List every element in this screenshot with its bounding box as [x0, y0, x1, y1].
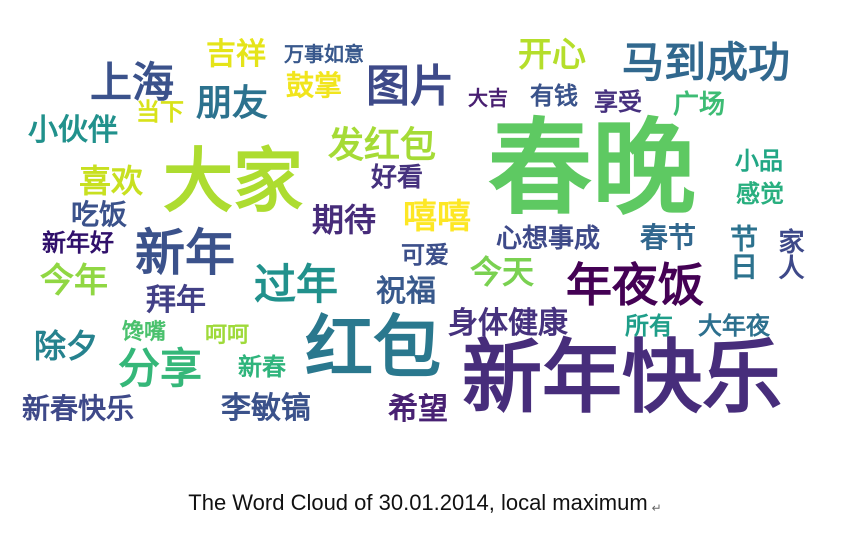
- word-xiangshou: 享受: [594, 88, 642, 116]
- word-guonian: 过年: [254, 260, 339, 309]
- word-haokan: 好看: [371, 163, 424, 193]
- return-mark-icon: ↵: [651, 501, 662, 515]
- word-fenxiang: 分享: [118, 344, 203, 393]
- word-xiaopin: 小品: [735, 147, 783, 175]
- word-xinchun-kuaile: 新春快乐: [22, 392, 135, 425]
- word-xixi: 嘻嘻: [403, 197, 471, 237]
- word-kaixin: 开心: [518, 35, 586, 75]
- word-xinnian-kuaile: 新年快乐: [462, 331, 782, 424]
- word-hehe: 呵呵: [205, 323, 250, 348]
- word-jiaren: 家人: [774, 228, 804, 280]
- word-wanshiruyi: 万事如意: [284, 42, 364, 66]
- word-chanzui: 馋嘴: [122, 320, 167, 345]
- word-xinxiangshicheng: 心想事成: [496, 224, 601, 254]
- word-ganjue: 感觉: [736, 180, 784, 208]
- word-xinnian: 新年: [135, 224, 235, 282]
- word-guangchang: 广场: [673, 90, 726, 120]
- word-pengyou: 朋友: [196, 83, 269, 124]
- word-chunjie: 春节: [640, 221, 697, 254]
- word-tupian: 图片: [366, 61, 454, 112]
- word-xiwang: 希望: [388, 392, 448, 427]
- word-dangxia: 当下: [136, 98, 184, 126]
- word-jixiang: 吉祥: [206, 37, 266, 72]
- word-xiaohuoban: 小伙伴: [28, 113, 118, 148]
- word-shanghai: 上海: [90, 58, 175, 107]
- word-liminhao: 李敏镐: [221, 391, 311, 426]
- word-shentijiankang: 身体健康: [448, 306, 568, 341]
- caption-text: The Word Cloud of 30.01.2014, local maxi…: [188, 490, 648, 515]
- word-fahongbao: 发红包: [328, 125, 437, 166]
- word-dajia: 大家: [163, 140, 303, 222]
- word-bainian: 拜年: [146, 283, 206, 318]
- word-qidai: 期待: [312, 201, 377, 239]
- word-youqian: 有钱: [530, 82, 578, 110]
- word-keai: 可爱: [401, 241, 449, 269]
- word-zhufu: 祝福: [376, 274, 436, 309]
- word-daji: 大吉: [468, 86, 508, 110]
- word-suoyou: 所有: [625, 312, 673, 340]
- word-jinnian: 今年: [40, 261, 108, 301]
- word-chifan: 吃饭: [71, 198, 128, 231]
- word-xinchun: 新春: [238, 353, 286, 381]
- word-xinnianhao: 新年好: [42, 229, 114, 257]
- word-xihuan: 喜欢: [79, 162, 144, 200]
- word-madaochenggong: 马到成功: [622, 38, 791, 87]
- word-jieri: 节日: [726, 224, 759, 280]
- word-hongbao: 红包: [305, 309, 442, 388]
- word-chunwan: 春晚: [488, 107, 697, 229]
- word-chuxi: 除夕: [34, 327, 99, 365]
- word-guzhang: 鼓掌: [286, 69, 343, 102]
- word-nianyefan: 年夜饭: [566, 258, 704, 312]
- word-jintian: 今天: [470, 253, 535, 291]
- word-cloud: 春晚 新年快乐 大家 红包 新年 年夜饭 马到成功 图片 上海 过年 分享 发红…: [22, 35, 804, 427]
- figure-caption: The Word Cloud of 30.01.2014, local maxi…: [0, 490, 850, 516]
- word-danianye: 大年夜: [698, 312, 770, 340]
